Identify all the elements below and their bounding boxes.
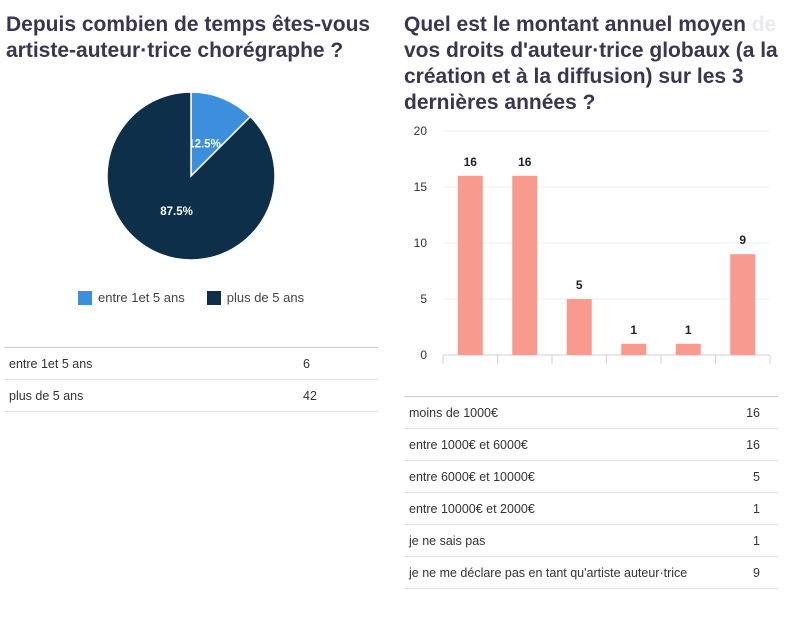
table-row: entre 6000€ et 10000€ 5	[404, 460, 778, 493]
table-row: je ne me déclare pas en tant qu'artiste …	[404, 556, 778, 589]
bar-5[interactable]	[730, 254, 756, 355]
row-label: je ne me déclare pas en tant qu'artiste …	[404, 556, 705, 589]
row-value: 16	[705, 428, 778, 461]
bar-3[interactable]	[621, 343, 647, 355]
table-row: plus de 5 ans 42	[4, 379, 378, 412]
row-label: entre 6000€ et 10000€	[404, 460, 705, 493]
bar-value-label-5: 9	[739, 233, 746, 247]
pie-legend: entre 1et 5 ans plus de 5 ans	[78, 290, 304, 305]
pie-slice-label-1: 87.5%	[160, 206, 193, 218]
bar-2[interactable]	[566, 299, 592, 355]
legend-label-0: entre 1et 5 ans	[98, 290, 185, 305]
bar-value-label-2: 5	[576, 278, 583, 292]
legend-label-1: plus de 5 ans	[226, 290, 305, 305]
table-row: entre 1000€ et 6000€ 16	[404, 428, 778, 461]
bar-1[interactable]	[512, 175, 538, 355]
y-tick-label-4: 20	[414, 124, 428, 138]
bar-value-label-0: 16	[464, 155, 478, 169]
table-row: moins de 1000€ 16	[404, 396, 778, 429]
y-tick-label-2: 10	[414, 236, 428, 250]
row-value: 1	[705, 492, 778, 525]
pie-slice-1[interactable]	[106, 91, 276, 261]
legend-swatch-1	[206, 290, 221, 305]
row-value: 9	[705, 556, 778, 589]
y-tick-label-1: 5	[420, 292, 427, 306]
pie-slice-0[interactable]	[190, 91, 252, 178]
bar-data-table: moins de 1000€ 16 entre 1000€ et 6000€ 16 …	[404, 396, 778, 589]
bar-4[interactable]	[675, 343, 701, 355]
bar-title-rest: vos droits d'auteur·trice globaux (a la …	[404, 39, 778, 114]
y-tick-label-0: 0	[420, 348, 427, 362]
row-label: moins de 1000€	[404, 396, 705, 429]
row-value: 6	[298, 347, 378, 380]
table-row: je ne sais pas 1	[404, 524, 778, 557]
table-row: entre 10000€ et 2000€ 1	[404, 492, 778, 525]
y-tick-label-3: 15	[414, 180, 428, 194]
row-value: 5	[705, 460, 778, 493]
table-row: entre 1et 5 ans 6	[4, 347, 378, 380]
pie-data-table: entre 1et 5 ans 6 plus de 5 ans 42	[4, 347, 378, 412]
bar-0[interactable]	[457, 175, 483, 355]
row-value: 42	[298, 379, 378, 412]
bar-value-label-3: 1	[630, 323, 637, 337]
legend-swatch-0	[78, 290, 92, 305]
row-label: entre 1et 5 ans	[4, 347, 298, 380]
row-label: entre 1000€ et 6000€	[404, 428, 705, 461]
row-value: 1	[705, 524, 778, 557]
pie-chart-title: Depuis combien de temps êtes-vous artist…	[6, 13, 371, 62]
row-label: plus de 5 ans	[4, 379, 298, 412]
row-label: je ne sais pas	[404, 524, 705, 557]
bar-chart-title: Quel est le montant annuel moyen de vos …	[404, 12, 794, 116]
bar-title-faded: de	[751, 13, 777, 36]
pie-slice-label-0: 12.5%	[188, 138, 221, 150]
bar-value-label-1: 16	[518, 155, 532, 169]
bar-value-label-4: 1	[685, 323, 692, 337]
legend-item-1[interactable]: plus de 5 ans	[206, 290, 305, 305]
legend-item-0[interactable]: entre 1et 5 ans	[78, 290, 185, 305]
bar-title-main: Quel est le montant annuel moyen	[404, 13, 752, 36]
row-label: entre 10000€ et 2000€	[404, 492, 705, 525]
row-value: 16	[705, 396, 778, 429]
